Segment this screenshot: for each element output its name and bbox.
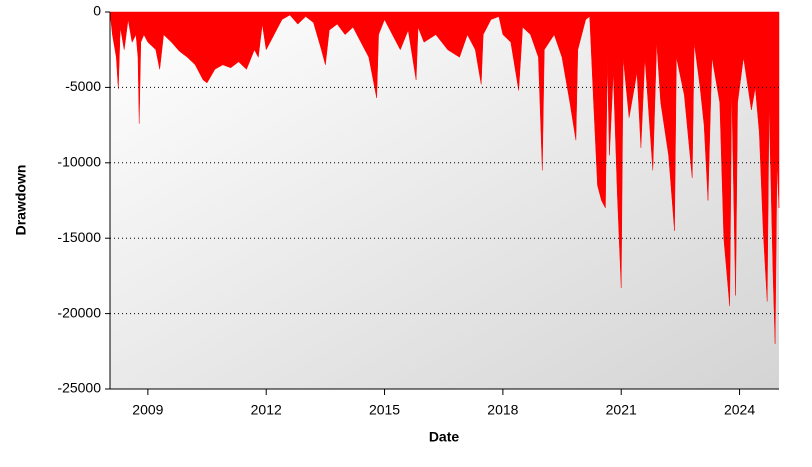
y-tick-label: -15000 [57, 229, 101, 245]
x-axis-label: Date [429, 429, 460, 445]
x-tick-label: 2012 [251, 402, 282, 418]
drawdown-area [109, 11, 780, 344]
x-tick-label: 2021 [606, 402, 637, 418]
y-axis-label: Drawdown [13, 165, 29, 236]
y-tick-label: -25000 [57, 380, 101, 396]
x-tick-label: 2015 [369, 402, 400, 418]
y-tick-label: -20000 [57, 304, 101, 320]
y-tick-label: -10000 [57, 154, 101, 170]
x-tick-label: 2018 [487, 402, 518, 418]
y-tick-label: 0 [93, 3, 101, 19]
y-tick-label: -5000 [65, 78, 101, 94]
x-tick-label: 2024 [724, 402, 755, 418]
x-tick-label: 2009 [132, 402, 163, 418]
